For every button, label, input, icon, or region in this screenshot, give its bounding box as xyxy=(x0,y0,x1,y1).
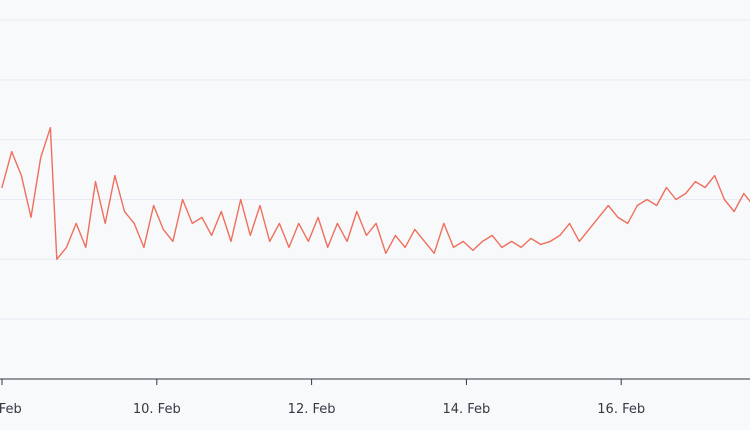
gridlines xyxy=(0,19,750,320)
x-tick-label: 10. Feb xyxy=(133,402,181,417)
x-tick-label: 12. Feb xyxy=(288,402,336,417)
x-tick-label: 8. Feb xyxy=(0,402,22,417)
x-tick-label: 14. Feb xyxy=(442,402,490,417)
series-layer xyxy=(1,126,750,260)
x-tick-label: 16. Feb xyxy=(597,402,645,417)
series-line-0 xyxy=(1,126,750,260)
